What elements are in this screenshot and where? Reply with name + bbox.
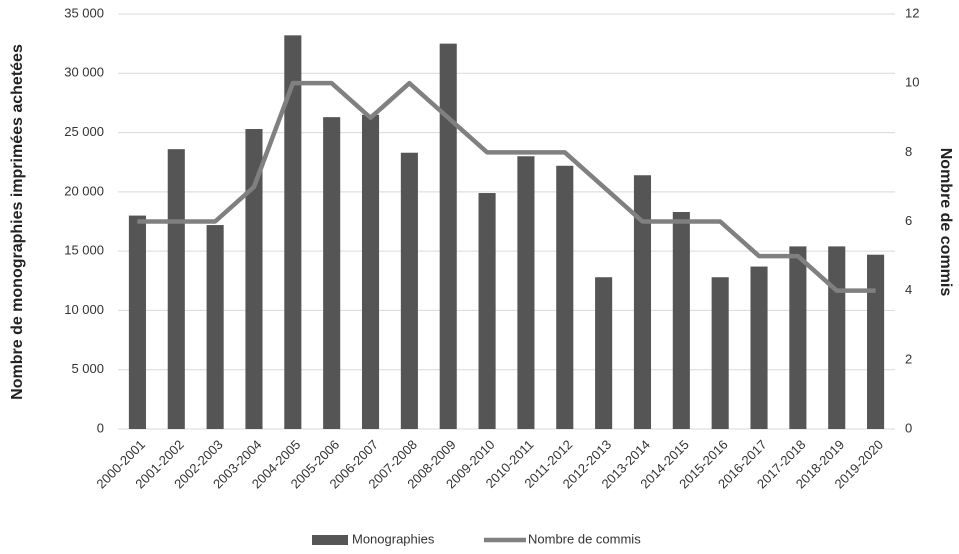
- bar: [672, 212, 690, 429]
- y2-tick-label: 12: [905, 5, 919, 20]
- legend-swatch: [312, 535, 348, 545]
- y-tick-label: 10 000: [64, 302, 104, 317]
- y-tick-label: 15 000: [64, 243, 104, 258]
- line-series: [137, 80, 876, 293]
- y2-tick-label: 4: [905, 282, 912, 297]
- bar: [789, 246, 807, 429]
- bar: [284, 35, 302, 429]
- bar: [128, 215, 146, 429]
- bar: [828, 246, 846, 429]
- y2-tick-label: 10: [905, 75, 919, 90]
- y2-tick-label: 2: [905, 351, 912, 366]
- bar: [478, 193, 496, 429]
- legend-label: Nombre de commis: [528, 531, 641, 546]
- bar: [750, 266, 768, 429]
- bar: [633, 175, 652, 429]
- y-tick-label: 30 000: [64, 65, 104, 80]
- bar: [206, 225, 224, 429]
- bar: [245, 129, 263, 429]
- legend-label: Monographies: [352, 531, 435, 546]
- bar: [361, 114, 380, 430]
- y2-tick-label: 8: [905, 144, 912, 159]
- y-tick-label: 0: [97, 420, 104, 435]
- bar: [595, 277, 613, 429]
- bar: [711, 277, 729, 429]
- y-tick-label: 35 000: [64, 5, 104, 20]
- bar: [517, 156, 535, 430]
- bar: [556, 165, 574, 429]
- bar: [400, 152, 418, 429]
- y-tick-label: 20 000: [64, 183, 104, 198]
- y-tick-label: 25 000: [64, 124, 104, 139]
- bar: [439, 43, 457, 430]
- y-tick-label: 5 000: [71, 361, 104, 376]
- y-axis-title: Nombre de monographies imprimées achetée…: [9, 44, 26, 400]
- bar: [323, 117, 341, 430]
- y2-tick-label: 6: [905, 213, 912, 228]
- bar: [867, 254, 885, 429]
- y2-axis-title: Nombre de commis: [937, 148, 954, 297]
- bar: [167, 149, 185, 429]
- y2-tick-label: 0: [905, 420, 912, 435]
